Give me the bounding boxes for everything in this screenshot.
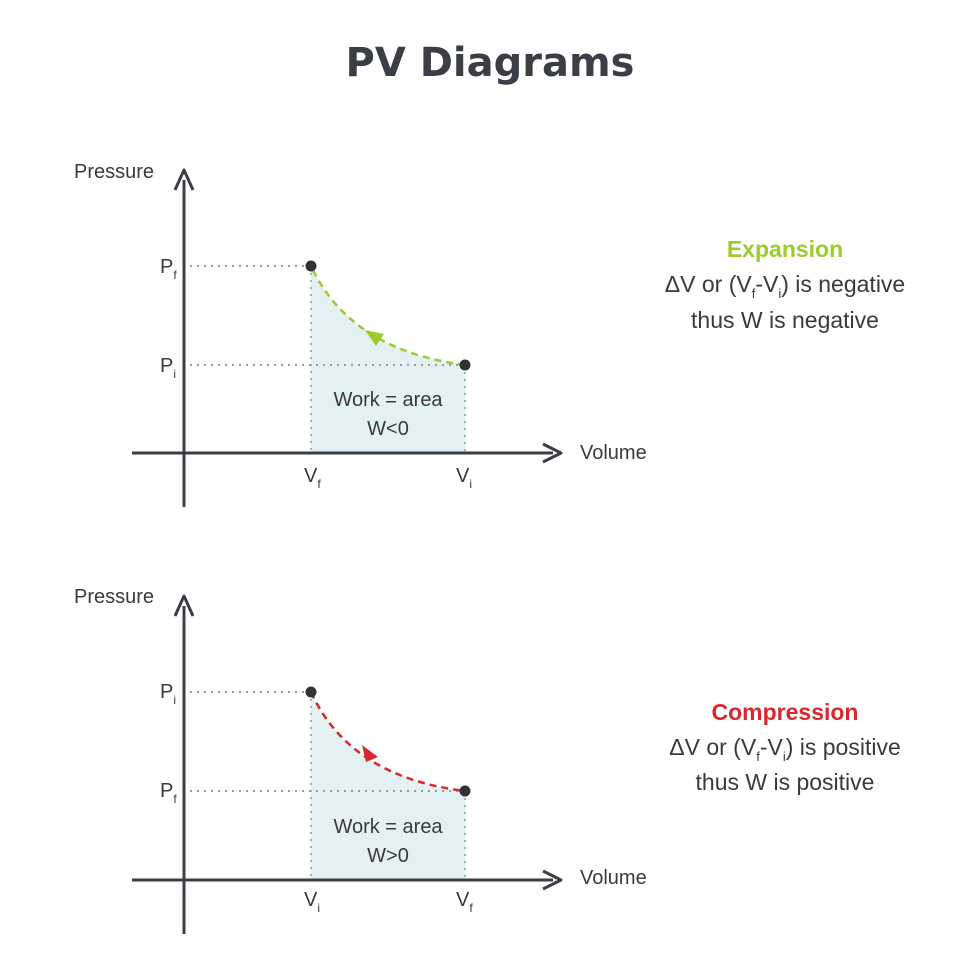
page-title: PV Diagrams — [346, 40, 635, 86]
expansion-work-area — [311, 266, 465, 453]
expansion-y-axis-label: Pressure — [74, 161, 154, 183]
expansion-point-initial — [459, 359, 471, 371]
expansion-heading: Expansion — [727, 236, 843, 262]
compression-desc-line1: ΔV or (Vf-Vi) is positive — [669, 734, 901, 764]
compression-v-left-label: Vi — [304, 889, 320, 915]
compression-direction-arrow-icon — [362, 745, 378, 762]
expansion-area-text-2: W<0 — [367, 418, 409, 440]
expansion-desc-line2: thus W is negative — [691, 307, 879, 333]
compression-point-final — [459, 785, 471, 797]
compression-point-initial — [305, 686, 317, 698]
compression-v-right-label: Vf — [456, 889, 473, 915]
compression-description: Compression ΔV or (Vf-Vi) is positive th… — [669, 699, 901, 795]
compression-desc-line2: thus W is positive — [696, 769, 875, 795]
expansion-x-axis-label: Volume — [580, 442, 647, 464]
expansion-area-text-1: Work = area — [333, 389, 443, 411]
expansion-v-right-label: Vi — [456, 465, 472, 491]
compression-area-text-1: Work = area — [333, 816, 443, 838]
compression-x-arrow-icon — [542, 869, 563, 891]
expansion-point-final — [305, 260, 317, 272]
compression-y-arrow-icon — [173, 594, 195, 617]
compression-x-axis-label: Volume — [580, 867, 647, 889]
expansion-direction-arrow-icon — [365, 330, 384, 346]
expansion-description: Expansion ΔV or (Vf-Vi) is negative thus… — [665, 236, 905, 333]
expansion-y-arrow-icon — [173, 168, 195, 191]
compression-diagram: Pressure Volume Pi Pf Vi Vf Work = area … — [74, 586, 647, 934]
expansion-desc-line1: ΔV or (Vf-Vi) is negative — [665, 271, 905, 301]
compression-work-area — [311, 692, 465, 880]
compression-area-text-2: W>0 — [367, 845, 409, 867]
expansion-p-bottom-label: Pi — [160, 355, 176, 381]
expansion-x-arrow-icon — [542, 442, 563, 464]
compression-heading: Compression — [712, 699, 859, 725]
compression-p-bottom-label: Pf — [160, 780, 177, 806]
expansion-p-top-label: Pf — [160, 256, 177, 282]
expansion-diagram: Pressure Volume Pf Pi Vf Vi Work = area … — [74, 161, 647, 507]
expansion-v-left-label: Vf — [304, 465, 321, 491]
compression-p-top-label: Pi — [160, 681, 176, 707]
compression-y-axis-label: Pressure — [74, 586, 154, 608]
